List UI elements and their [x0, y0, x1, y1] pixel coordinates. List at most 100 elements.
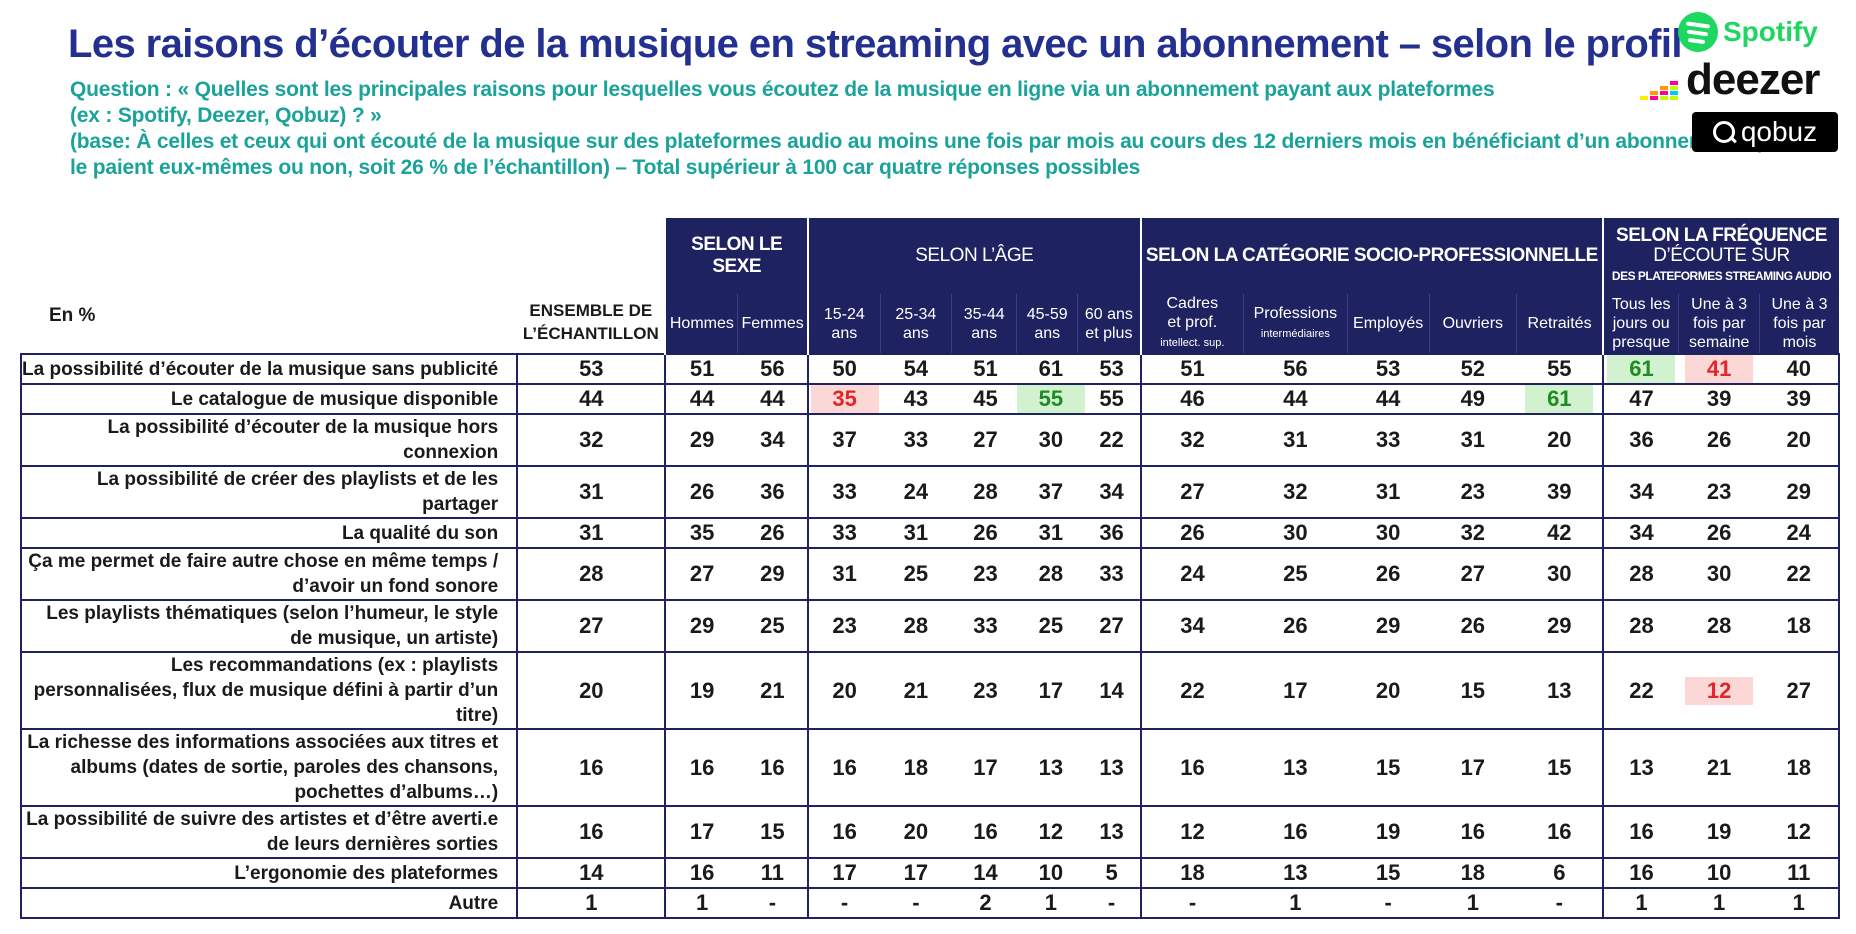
- table-row: La possibilité d’écouter de la musique s…: [19, 353, 1840, 384]
- value-cell: 20: [1759, 413, 1840, 466]
- value-cell: 31: [1429, 413, 1517, 466]
- value-cell: 49: [1429, 383, 1517, 414]
- value-cell: 17: [880, 857, 952, 888]
- value-cell: 30: [1016, 413, 1078, 466]
- value-cell: 16: [516, 728, 666, 806]
- value-cell: 33: [806, 465, 881, 518]
- value-cell: 28: [1602, 547, 1679, 600]
- deezer-logo: deezer: [1640, 58, 1820, 102]
- table-row: La possibilité d’écouter de la musique h…: [19, 413, 1840, 466]
- value-cell: 16: [1602, 857, 1679, 888]
- value-cell: -: [1347, 887, 1430, 919]
- column-employes: Employés: [1346, 294, 1430, 354]
- column-age-35-44: 35-44 ans: [950, 294, 1017, 354]
- group-header-frequence: SELON LA FRÉQUENCE D’ÉCOUTE SUR DES PLAT…: [1602, 218, 1839, 294]
- value-cell: 56: [1243, 353, 1348, 384]
- value-cell: 33: [806, 517, 881, 548]
- value-cell: 50: [806, 353, 881, 384]
- value-cell: 16: [1429, 805, 1517, 858]
- value-cell: 22: [1077, 413, 1141, 466]
- value-cell: 53: [1347, 353, 1430, 384]
- value-cell: 12: [1678, 651, 1760, 729]
- value-cell: 27: [951, 413, 1017, 466]
- value-cell: 35: [664, 517, 738, 548]
- value-cell: 29: [1516, 599, 1604, 652]
- column-retraites: Retraités: [1516, 294, 1604, 354]
- value-cell: 43: [880, 383, 952, 414]
- value-cell: -: [880, 887, 952, 919]
- value-cell: 16: [516, 805, 666, 858]
- value-cell: 15: [737, 805, 808, 858]
- question-line-2: (ex : Spotify, Deezer, Qobuz) ? »: [70, 104, 382, 127]
- value-cell: 26: [1139, 517, 1244, 548]
- value-cell: -: [1139, 887, 1244, 919]
- value-cell: 37: [806, 413, 881, 466]
- row-label: Autre: [19, 887, 518, 919]
- value-cell: 27: [1139, 465, 1244, 518]
- value-cell: 19: [1678, 805, 1760, 858]
- value-cell: 13: [1016, 728, 1078, 806]
- table-row: La qualité du son 31 35 26 33 31 26 31 36 26 30 30 3…: [19, 517, 1840, 548]
- value-cell: 21: [880, 651, 952, 729]
- value-cell: 34: [1077, 465, 1141, 518]
- value-cell: 20: [1516, 413, 1604, 466]
- value-cell: 28: [951, 465, 1017, 518]
- value-cell: 22: [1602, 651, 1679, 729]
- value-cell: 23: [951, 547, 1017, 600]
- column-une-a-3-par-mois: Une à 3 fois par mois: [1758, 294, 1839, 354]
- value-cell: -: [737, 887, 808, 919]
- value-cell: 28: [1678, 599, 1760, 652]
- column-age-45-59: 45-59 ans: [1016, 294, 1078, 354]
- value-cell: 11: [737, 857, 808, 888]
- unit-label: En %: [49, 305, 96, 326]
- value-cell: 37: [1016, 465, 1078, 518]
- value-cell: 16: [737, 728, 808, 806]
- qobuz-wordmark: qobuz: [1740, 116, 1818, 147]
- value-cell: 16: [1516, 805, 1604, 858]
- value-cell: 26: [737, 517, 808, 548]
- value-cell: 28: [1016, 547, 1078, 600]
- table-row: La richesse des informations associées a…: [19, 728, 1840, 806]
- value-cell: 5: [1077, 857, 1141, 888]
- page-title: Les raisons d’écouter de la musique en s…: [68, 22, 1683, 66]
- row-label: Les playlists thématiques (selon l’humeu…: [19, 599, 518, 652]
- value-cell: 30: [1243, 517, 1348, 548]
- value-cell: 26: [1243, 599, 1348, 652]
- value-cell: 33: [951, 599, 1017, 652]
- group-header-age: SELON L’ÂGE: [806, 218, 1141, 294]
- row-label: La possibilité de créer des playlists et…: [19, 465, 518, 518]
- table-row: Autre 1 1- - -2 1- -1-1-1 1 1: [19, 887, 1840, 919]
- value-cell: 23: [951, 651, 1017, 729]
- value-cell: 44: [1347, 383, 1430, 414]
- value-cell: 54: [880, 353, 952, 384]
- value-cell: 33: [1077, 547, 1141, 600]
- value-cell: 14: [951, 857, 1017, 888]
- value-cell: -: [1077, 887, 1141, 919]
- partner-logos: Spotify deezer qobuz: [1640, 8, 1840, 152]
- value-cell: 42: [1516, 517, 1604, 548]
- value-cell: 12: [1139, 805, 1244, 858]
- value-cell: 17: [1243, 651, 1348, 729]
- value-cell: 61: [1602, 353, 1679, 384]
- value-cell: 44: [1243, 383, 1348, 414]
- value-cell: 16: [664, 857, 738, 888]
- table-row: La possibilité de créer des playlists et…: [19, 465, 1840, 518]
- value-cell: 25: [1243, 547, 1348, 600]
- row-label: La qualité du son: [19, 517, 518, 548]
- value-cell: 10: [1016, 857, 1078, 888]
- value-cell: 16: [1139, 728, 1244, 806]
- value-cell: 13: [1077, 805, 1141, 858]
- value-cell: 1: [1602, 887, 1679, 919]
- value-cell: 56: [737, 353, 808, 384]
- value-cell: 15: [1516, 728, 1604, 806]
- value-cell: 39: [1678, 383, 1760, 414]
- value-cell: 16: [664, 728, 738, 806]
- value-cell: 39: [1516, 465, 1604, 518]
- table-row: L’ergonomie des plateformes 14 16 11 17 17 14 1…: [19, 857, 1840, 888]
- qobuz-icon: [1712, 121, 1737, 144]
- value-cell: 20: [516, 651, 666, 729]
- value-cell: 46: [1139, 383, 1244, 414]
- value-cell: 18: [1429, 857, 1517, 888]
- value-cell: 31: [1347, 465, 1430, 518]
- value-cell: 34: [1602, 517, 1679, 548]
